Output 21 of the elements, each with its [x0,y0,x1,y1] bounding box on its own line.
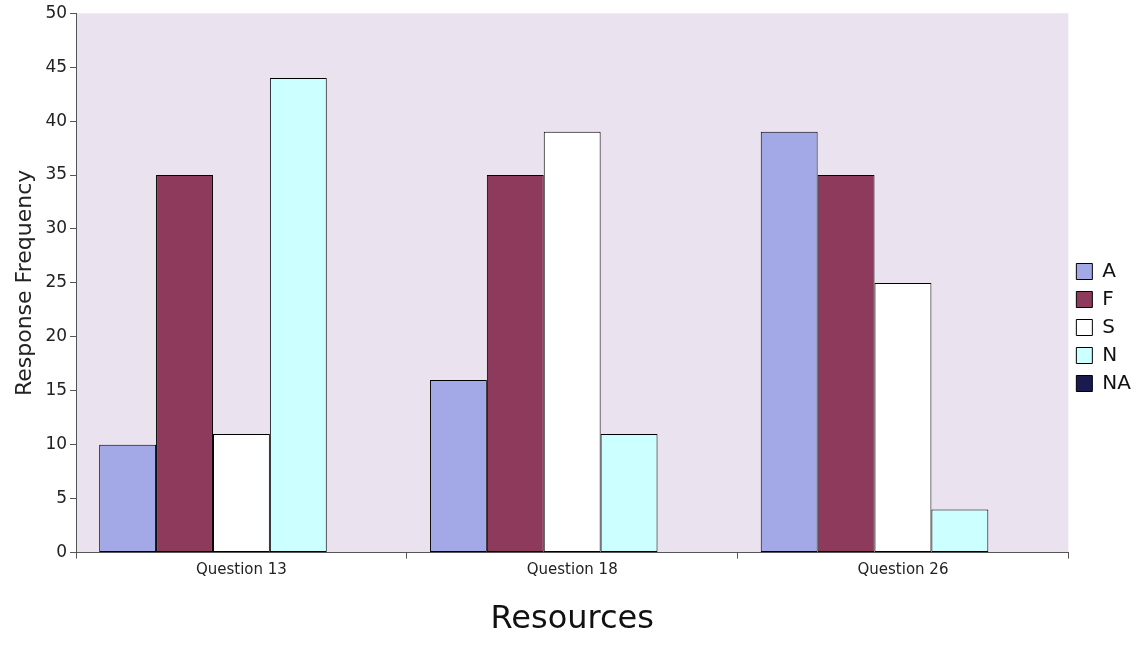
y-axis-title: Response Frequency [10,169,36,397]
x-tick-label: Question 26 [857,560,949,579]
legend-label: A [1102,257,1117,282]
legend-label: F [1102,285,1114,310]
y-tick-label: 0 [56,541,68,562]
y-tick-label: 30 [45,217,68,238]
y-tick-label: 25 [45,271,68,292]
y-tick-label: 15 [45,379,68,400]
x-tick-label: Question 18 [526,560,618,579]
x-tick-label: Question 13 [195,560,287,579]
y-tick-label: 5 [56,487,68,508]
y-tick-label: 35 [45,163,68,184]
y-tick-label: 50 [45,1,68,22]
y-tick-label: 20 [45,325,68,346]
legend-label: S [1102,313,1116,338]
legend-label: N [1102,341,1118,366]
x-axis-title: Resources [490,598,654,637]
y-tick-label: 10 [45,433,68,454]
y-tick-label: 40 [45,109,68,130]
y-tick-label: 45 [45,55,68,76]
legend-label: NA [1102,369,1132,394]
